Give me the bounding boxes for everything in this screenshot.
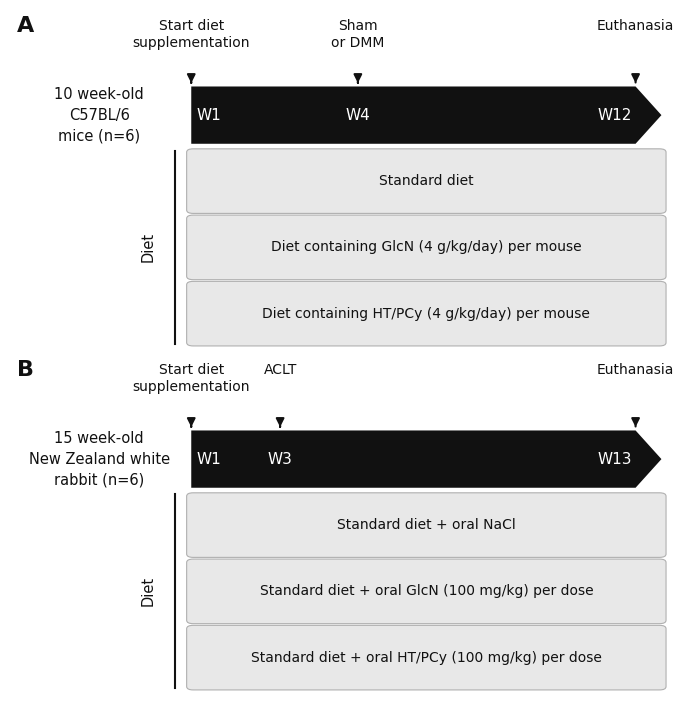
Text: ACLT: ACLT [264, 363, 297, 377]
Text: 15 week-old
New Zealand white
rabbit (n=6): 15 week-old New Zealand white rabbit (n=… [29, 430, 170, 488]
Text: Euthanasia: Euthanasia [597, 363, 674, 377]
FancyBboxPatch shape [186, 625, 666, 690]
Text: W1: W1 [197, 451, 221, 467]
Text: Standard diet + oral NaCl: Standard diet + oral NaCl [337, 518, 516, 532]
Text: W3: W3 [268, 451, 292, 467]
Text: Standard diet + oral GlcN (100 mg/kg) per dose: Standard diet + oral GlcN (100 mg/kg) pe… [260, 584, 593, 598]
FancyBboxPatch shape [186, 559, 666, 623]
FancyBboxPatch shape [186, 493, 666, 557]
Text: Start diet
supplementation: Start diet supplementation [132, 363, 250, 395]
Text: Sham
or DMM: Sham or DMM [331, 19, 384, 51]
Polygon shape [191, 430, 662, 488]
Polygon shape [191, 86, 662, 144]
Text: Diet: Diet [141, 232, 156, 263]
FancyBboxPatch shape [186, 282, 666, 346]
Text: W4: W4 [345, 107, 371, 123]
Text: W1: W1 [197, 107, 221, 123]
Text: W12: W12 [598, 107, 632, 123]
Text: A: A [17, 15, 34, 36]
FancyBboxPatch shape [186, 149, 666, 213]
Text: B: B [17, 359, 34, 380]
Text: Diet containing GlcN (4 g/kg/day) per mouse: Diet containing GlcN (4 g/kg/day) per mo… [271, 240, 582, 254]
Text: Start diet
supplementation: Start diet supplementation [132, 19, 250, 51]
Text: Standard diet + oral HT/PCy (100 mg/kg) per dose: Standard diet + oral HT/PCy (100 mg/kg) … [251, 651, 602, 665]
Text: W13: W13 [598, 451, 632, 467]
FancyBboxPatch shape [186, 215, 666, 279]
Text: Diet: Diet [141, 576, 156, 607]
Text: 10 week-old
C57BL/6
mice (n=6): 10 week-old C57BL/6 mice (n=6) [54, 86, 144, 144]
Text: Euthanasia: Euthanasia [597, 19, 674, 33]
Text: Diet containing HT/PCy (4 g/kg/day) per mouse: Diet containing HT/PCy (4 g/kg/day) per … [262, 307, 590, 321]
Text: Standard diet: Standard diet [379, 174, 473, 188]
